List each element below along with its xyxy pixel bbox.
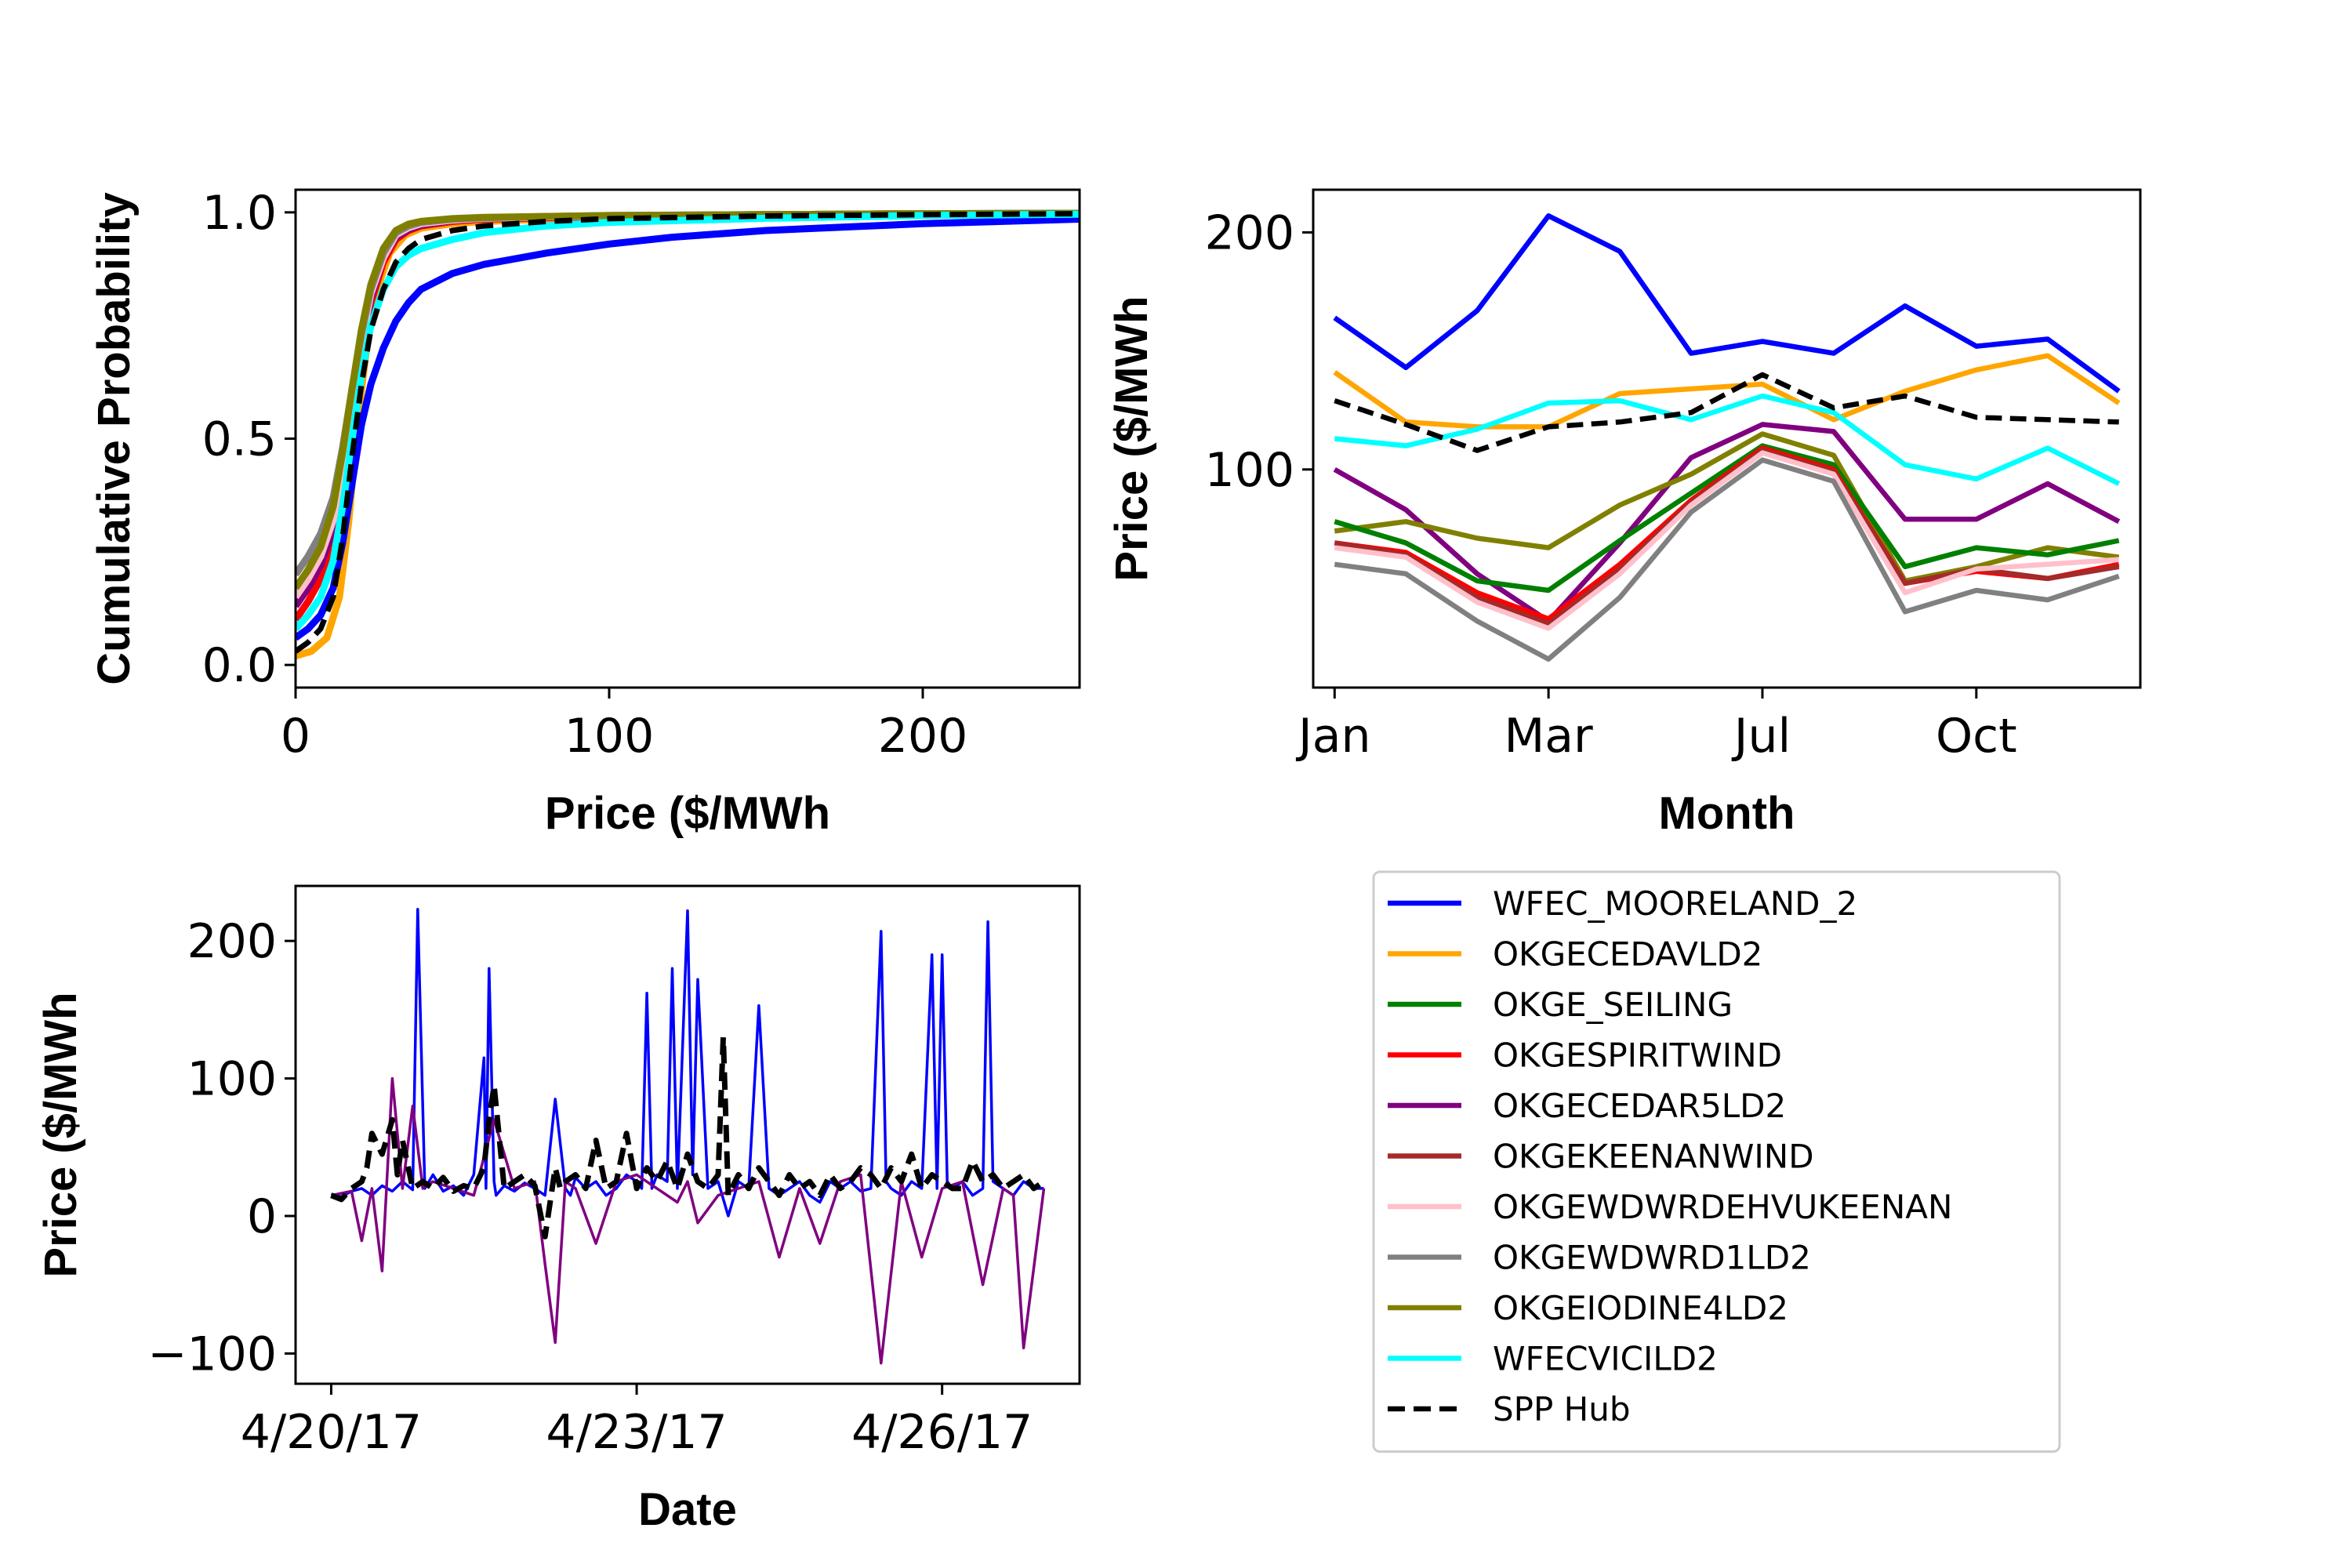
y-tick-label: 100: [1204, 443, 1294, 498]
series-line-okgecedavld2: [1333, 353, 2121, 430]
series-line-spp-hub: [296, 211, 1080, 654]
legend-label: OKGEIODINE4LD2: [1493, 1289, 1788, 1327]
legend-label: OKGECEDAVLD2: [1493, 935, 1762, 974]
series-line-okgewdwrd1ld2: [296, 209, 1080, 577]
timeseries-plot: 4/20/17 4/23/17 4/26/17 −100 0 100 200 Date Pric…: [35, 884, 1081, 1535]
y-tick-label: 1.0: [202, 186, 277, 241]
legend-label: WFECVICILD2: [1493, 1340, 1718, 1378]
x-tick-label: Mar: [1504, 709, 1594, 764]
monthly-series-group: [1333, 213, 2121, 662]
series-line-wfecvicild2: [296, 210, 1080, 632]
series-line-okge-seiling: [1334, 443, 2120, 593]
y-tick-label: 0: [247, 1189, 277, 1244]
legend-frame: [1372, 870, 2061, 1453]
series-line-okgecedar5ld2: [1333, 422, 2121, 624]
legend-label: OKGEKEENANWIND: [1493, 1138, 1814, 1176]
series-line-okgeiodine4ld2: [1334, 431, 2120, 584]
series-line-wfec-mooreland-2: [331, 908, 1044, 1218]
x-tick-label: 4/23/17: [546, 1405, 727, 1460]
series-line-spp-hub: [330, 1034, 1046, 1240]
series-line-okgespiritwind: [296, 209, 1080, 622]
series-line-spp-hub: [1334, 372, 2119, 453]
series-line-wfec-mooreland-2: [296, 216, 1080, 641]
monthly-x-axis-label: Month: [1659, 788, 1795, 839]
series-line-okge-seiling: [296, 209, 1080, 594]
cdf-series-group: [296, 209, 1080, 659]
y-tick-label: 200: [187, 914, 277, 969]
timeseries-y-axis-label: Price ($/MWh: [35, 992, 86, 1277]
x-tick-label: 0: [281, 709, 310, 764]
series-line-okgecedar5ld2: [296, 209, 1080, 608]
timeseries-x-axis-label: Date: [638, 1484, 737, 1535]
series-line-okgeiodine4ld2: [296, 209, 1080, 590]
y-tick-label: −100: [147, 1327, 277, 1381]
monthly-axes-frame: [1312, 188, 2142, 689]
legend-label: SPP Hub: [1493, 1390, 1631, 1428]
legend-label: OKGECEDAR5LD2: [1493, 1087, 1786, 1125]
y-tick-label: 0.0: [202, 638, 277, 693]
series-line-okgewdwrdehvukeenan: [296, 209, 1080, 600]
legend-label: WFEC_MOORELAND_2: [1493, 884, 1857, 923]
series-line-okgewdwrd1ld2: [1334, 457, 2120, 662]
y-tick-label: 200: [1204, 205, 1294, 260]
timeseries-series-group: [330, 908, 1046, 1365]
legend: WFEC_MOORELAND_2 OKGECEDAVLD2 OKGE_SEILING…: [1372, 870, 2061, 1453]
legend-label: OKGESPIRITWIND: [1493, 1036, 1782, 1075]
series-line-okgecedar5ld2: [331, 1076, 1046, 1365]
x-tick-label: Oct: [1936, 709, 2017, 764]
monthly-y-axis-label: Price ($/MWh: [1106, 296, 1157, 581]
series-line-okgecedavld2: [296, 210, 1080, 659]
cdf-x-axis-label: Price ($/MWh: [545, 788, 830, 839]
monthly-plot: Jan Mar Jul Oct 100 200 Month Price ($/MWh: [1106, 188, 2142, 839]
x-tick-label: 4/26/17: [851, 1405, 1033, 1460]
timeseries-axes-frame: [294, 884, 1081, 1385]
legend-label: OKGEWDWRD1LD2: [1493, 1239, 1811, 1277]
x-tick-label: 200: [878, 709, 968, 764]
cdf-axes-frame: [294, 188, 1081, 689]
legend-label: OKGE_SEILING: [1493, 985, 1733, 1024]
x-tick-label: 4/20/17: [241, 1405, 422, 1460]
series-line-okgekeenanwind: [296, 209, 1080, 600]
x-tick-label: Jul: [1731, 709, 1791, 764]
x-tick-label: 100: [564, 709, 655, 764]
cdf-plot: 0 100 200 0.0 0.5 1.0 Price ($/MWh Cumulative P…: [89, 186, 1081, 839]
series-line-wfec-mooreland-2: [1333, 213, 2121, 394]
legend-label: OKGEWDWRDEHVUKEENAN: [1493, 1188, 1952, 1226]
series-line-wfecvicild2: [1334, 393, 2121, 486]
cdf-y-axis-label: Cumulative Probability: [89, 192, 140, 684]
y-tick-label: 0.5: [202, 412, 277, 467]
series-line-okgewdwrdehvukeenan: [1334, 450, 2119, 631]
x-tick-label: Jan: [1295, 709, 1371, 764]
y-tick-label: 100: [187, 1052, 277, 1107]
